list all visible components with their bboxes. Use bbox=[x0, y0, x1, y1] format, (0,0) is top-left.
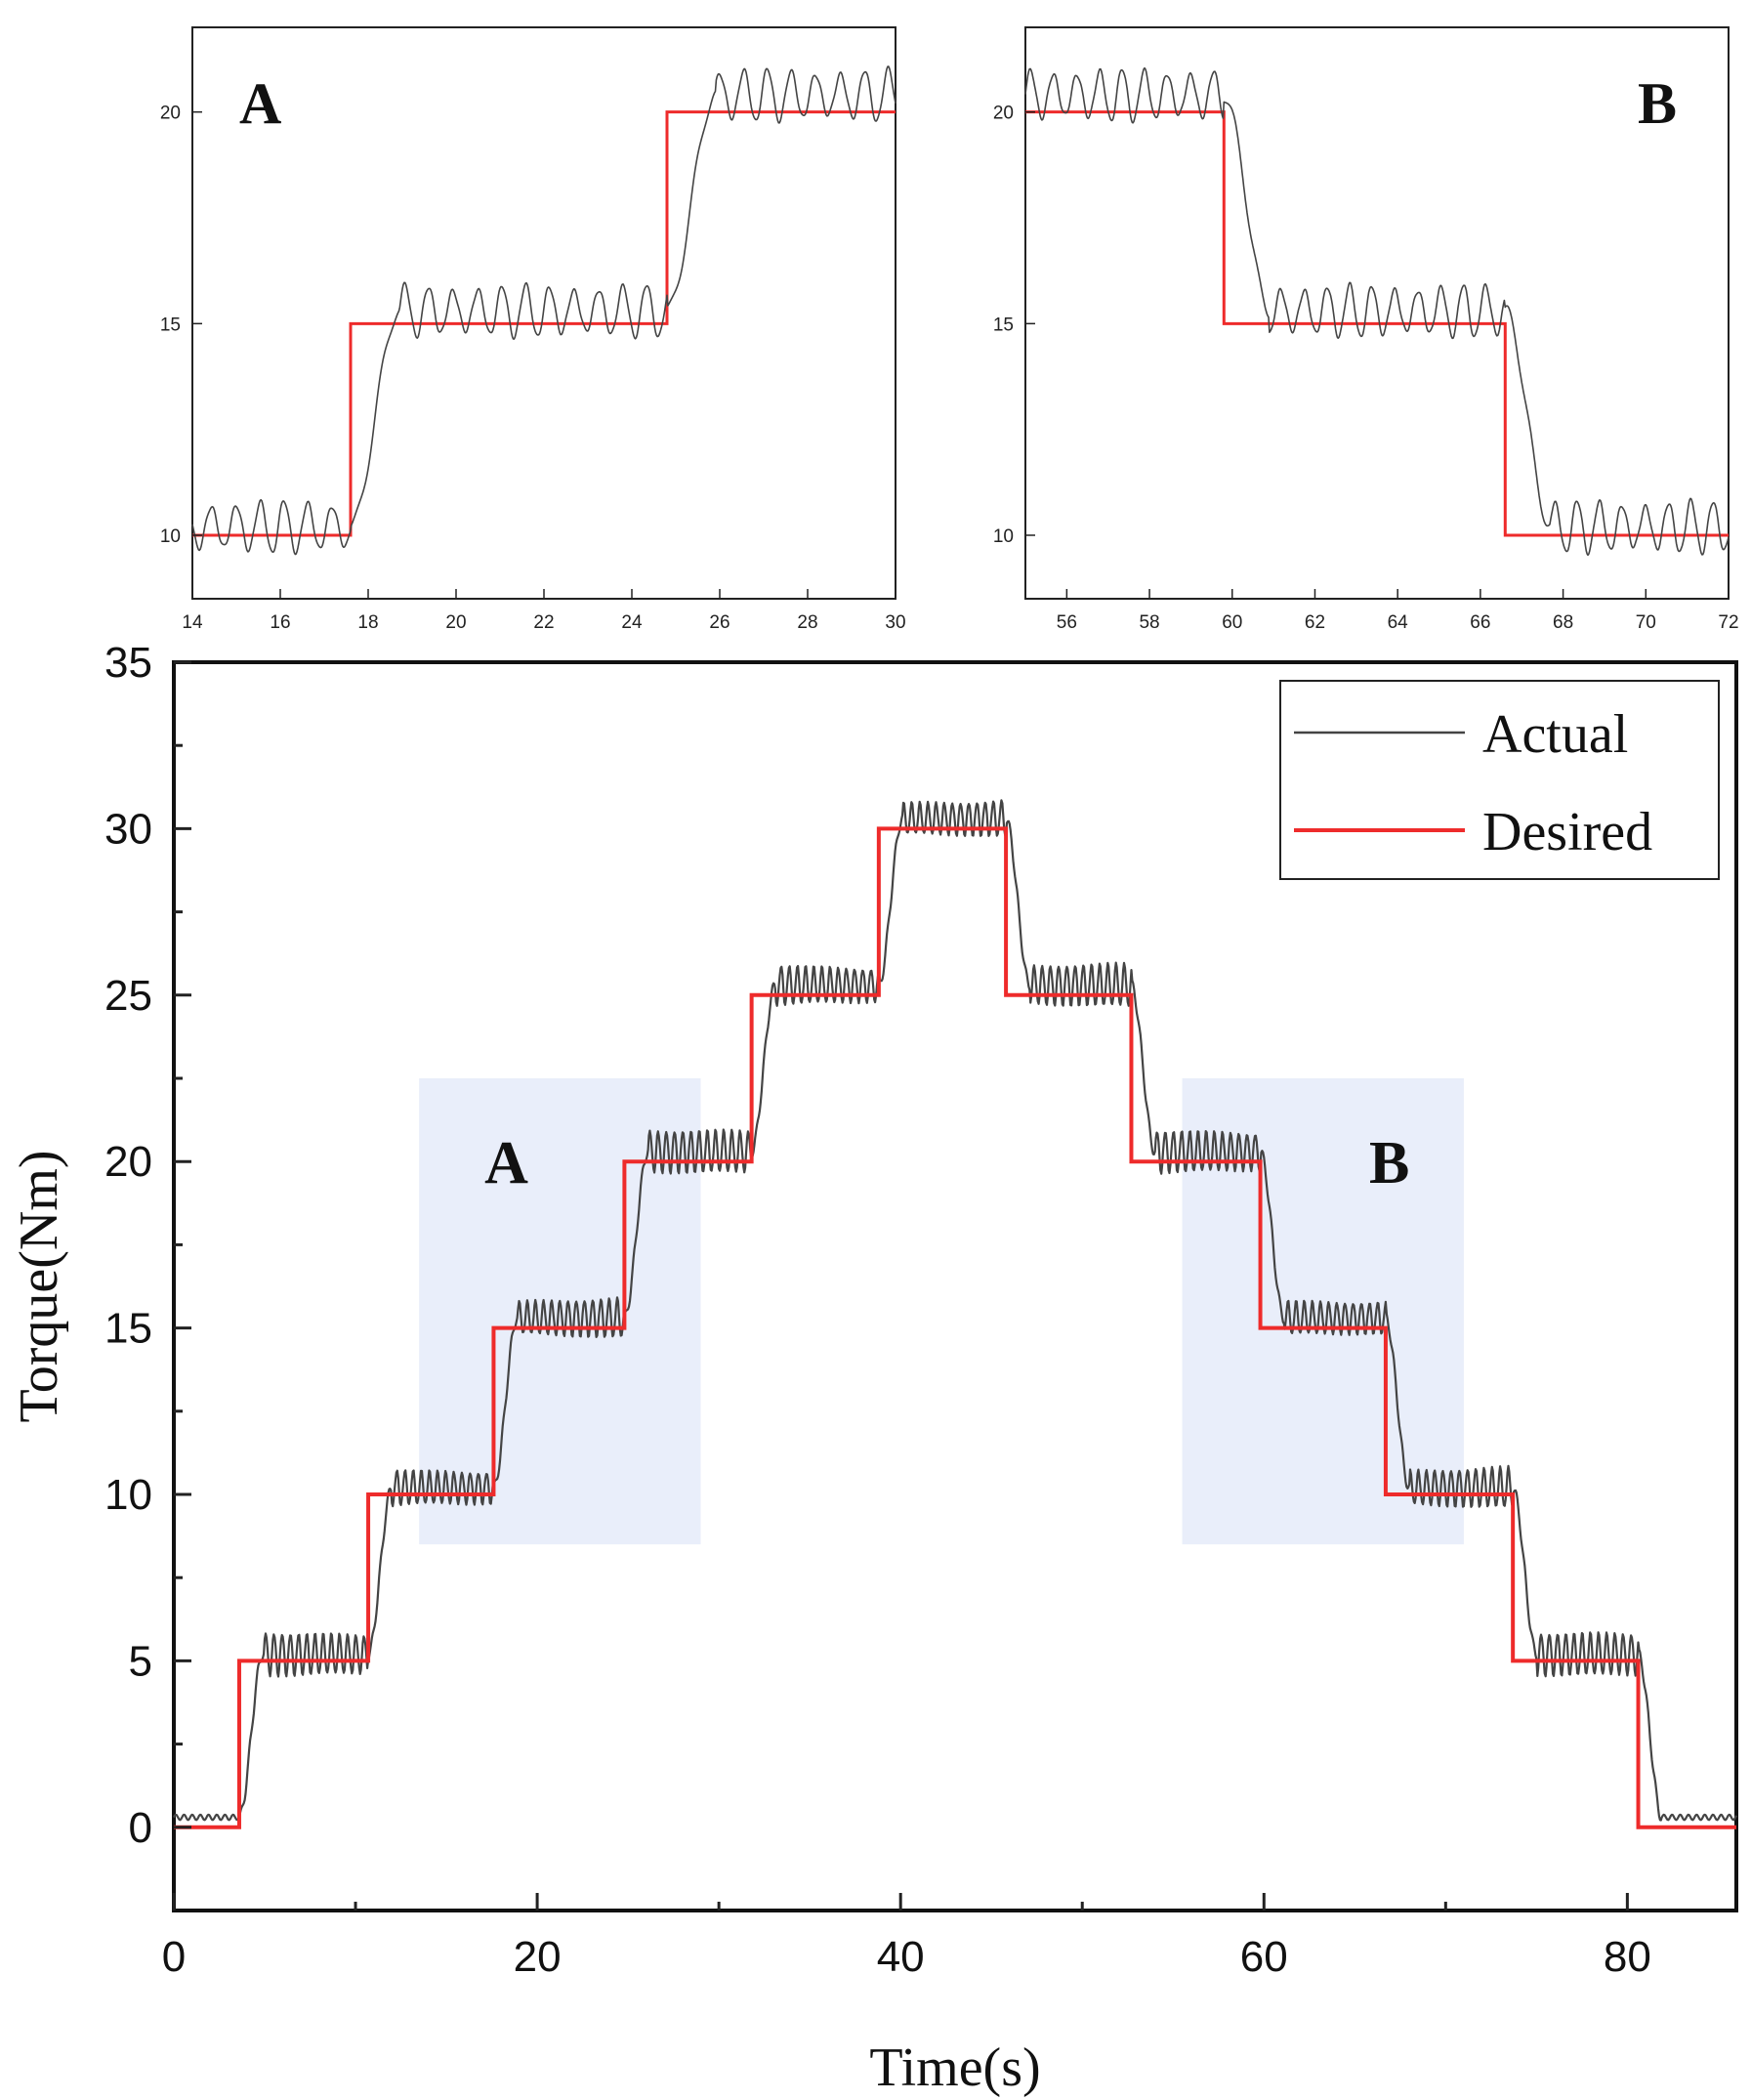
y-tick-label: 10 bbox=[104, 1471, 152, 1519]
x-axis-title: Time(s) bbox=[869, 2037, 1040, 2098]
inset-B-actual-line bbox=[1024, 66, 1730, 557]
x-tick-label: 68 bbox=[1553, 612, 1573, 633]
inset-b-y-ticks: 10 15 20 bbox=[993, 104, 1035, 547]
x-tick-label: 20 bbox=[445, 612, 466, 633]
x-tick-label: 66 bbox=[1470, 612, 1490, 633]
main-x-ticks: 0 20 40 60 80 bbox=[162, 1893, 1651, 1981]
x-tick-label: 14 bbox=[182, 612, 203, 633]
inset-a-chart: 14 16 18 20 22 24 26 28 30 10 15 20 A bbox=[160, 26, 906, 633]
inset-b-label: B bbox=[1638, 71, 1677, 136]
inset-a-x-ticks: 14 16 18 20 22 24 26 28 30 bbox=[182, 589, 906, 633]
y-tick-label: 0 bbox=[129, 1804, 152, 1852]
x-tick-label: 56 bbox=[1057, 612, 1077, 633]
y-tick-label: 35 bbox=[104, 639, 152, 687]
region-label-a: A bbox=[484, 1130, 528, 1197]
y-tick-label: 15 bbox=[993, 315, 1014, 335]
legend-label-desired: Desired bbox=[1482, 802, 1652, 862]
x-tick-label: 40 bbox=[877, 1933, 925, 1981]
y-tick-label: 15 bbox=[104, 1305, 152, 1353]
inset-b-actual-layer bbox=[1024, 66, 1730, 557]
x-tick-label: 20 bbox=[514, 1933, 562, 1981]
x-tick-label: 80 bbox=[1604, 1933, 1651, 1981]
x-tick-label: 16 bbox=[270, 612, 290, 633]
y-axis-title: Torque(Nm) bbox=[9, 1150, 69, 1422]
y-tick-label: 5 bbox=[129, 1637, 152, 1685]
x-tick-label: 60 bbox=[1240, 1933, 1288, 1981]
x-tick-label: 72 bbox=[1718, 612, 1738, 633]
legend: Actual Desired bbox=[1279, 680, 1720, 880]
highlight-region-a bbox=[419, 1078, 701, 1545]
region-label-b: B bbox=[1369, 1130, 1409, 1197]
y-tick-label: 20 bbox=[104, 1138, 152, 1186]
inset-a-actual-layer bbox=[191, 65, 896, 556]
main-actual-layer bbox=[173, 799, 1737, 1822]
y-tick-label: 20 bbox=[160, 104, 181, 124]
main-desired-layer bbox=[174, 826, 1736, 1829]
x-tick-label: 30 bbox=[885, 612, 905, 633]
inset-a-label: A bbox=[239, 71, 281, 136]
inset-a-y-ticks: 10 15 20 bbox=[160, 104, 202, 547]
y-tick-label: 20 bbox=[993, 104, 1014, 124]
x-tick-label: 22 bbox=[533, 612, 554, 633]
x-tick-label: 24 bbox=[621, 612, 643, 633]
inset-A-actual-line bbox=[191, 65, 896, 556]
x-tick-label: 60 bbox=[1222, 612, 1242, 633]
main-desired-line bbox=[174, 826, 1736, 1829]
x-tick-label: 58 bbox=[1139, 612, 1159, 633]
x-tick-label: 28 bbox=[797, 612, 817, 633]
y-tick-label: 10 bbox=[160, 526, 181, 547]
main-y-ticks: 0 5 10 15 20 25 30 35 bbox=[104, 639, 191, 1852]
main-actual-line bbox=[173, 799, 1737, 1822]
legend-box bbox=[1279, 680, 1720, 880]
x-tick-label: 70 bbox=[1636, 612, 1656, 633]
x-tick-label: 64 bbox=[1388, 612, 1409, 633]
inset-b-x-ticks: 56 58 60 62 64 66 68 70 72 bbox=[1057, 589, 1739, 633]
x-tick-label: 0 bbox=[162, 1933, 186, 1981]
y-tick-label: 10 bbox=[993, 526, 1014, 547]
x-tick-label: 62 bbox=[1305, 612, 1325, 633]
x-tick-label: 26 bbox=[709, 612, 730, 633]
x-tick-label: 18 bbox=[357, 612, 378, 633]
y-tick-label: 30 bbox=[104, 805, 152, 853]
inset-b-chart: 56 58 60 62 64 66 68 70 72 10 15 20 B bbox=[993, 26, 1739, 633]
y-tick-label: 15 bbox=[160, 315, 181, 335]
inset-b-frame bbox=[1024, 26, 1730, 600]
legend-label-actual: Actual bbox=[1482, 704, 1628, 765]
y-tick-label: 25 bbox=[104, 972, 152, 1020]
